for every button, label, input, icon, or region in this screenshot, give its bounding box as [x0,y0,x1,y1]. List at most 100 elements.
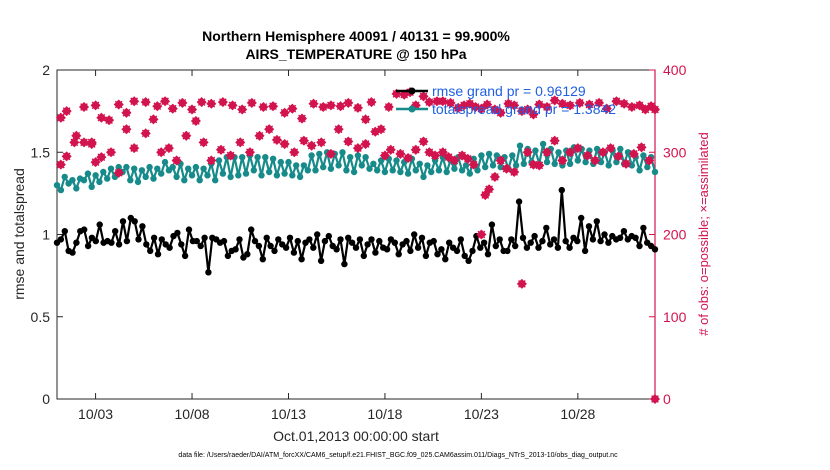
obs-possible-marker-cross [188,105,196,114]
legend-spread-marker [408,105,416,113]
rmse-point [411,231,418,238]
y-tick-label: 2 [42,62,50,78]
legend-spread-label: totalspread grand pr = 1.3842 [432,101,616,117]
y2-axis-label: # of obs: o=possible; ×=assimilated [696,132,711,335]
rmse-point [446,239,453,246]
rmse-point [255,242,263,250]
rmse-point [282,244,290,251]
obs-possible-marker-cross [367,98,376,106]
obs-assimilated-marker-cross [558,156,567,165]
spread-point [397,168,404,176]
rmse-point [69,249,76,256]
obs-possible-marker-cross [585,100,594,109]
y-axis-right: 0 100 200 300 400 [649,62,687,407]
spread-point [327,165,335,172]
spread-point [181,177,188,184]
rmse-point [523,244,531,251]
rmse-point [430,237,437,245]
rmse-point [259,256,266,263]
obs-possible-marker-cross [309,99,318,108]
rmse-point [317,257,325,264]
spread-point [377,157,385,164]
obs-assimilated-marker-cross [354,144,362,152]
y-axis-left: 0 0.5 1 1.5 2 [31,62,63,407]
obs-possible-marker-cross [384,103,393,111]
obs-assimilated-marker-cross [236,138,245,147]
obs-possible-marker-cross [91,101,100,110]
rmse-point [143,241,150,248]
spread-point [104,175,111,182]
rmse-point [640,224,647,232]
rmse-point [84,242,92,250]
spread-point [412,167,419,174]
obs-possible-marker-cross [635,101,644,110]
y2-tick-label: 200 [663,227,687,243]
spread-point [69,177,76,184]
rmse-point [112,228,119,235]
spread-point [366,165,373,172]
obs-assimilated-marker-cross [182,131,191,140]
rmse-point [496,236,503,243]
data-file-note: data file: /Users/raeder/DAI/ATM_forcXX/… [178,452,618,459]
spread-point [474,167,481,174]
plot-area [56,69,656,400]
obs-possible-marker-cross [97,113,106,122]
rmse-point [480,239,488,246]
spread-point [316,150,323,158]
obs-assimilated-marker-cross [637,143,646,152]
rmse-point [205,269,212,276]
rmse-point [531,232,538,240]
obs-possible-marker-cross [543,103,551,111]
obs-possible-marker-cross [259,103,268,111]
spread-point [285,158,292,166]
chart-title-line1: Northern Hemisphere 40091 / 40131 = 99.9… [202,28,510,44]
spread-point [277,158,284,166]
spread-point [458,167,466,174]
rmse-point [139,223,146,230]
obs-possible-marker-cross [62,107,71,115]
y2-tick-label: 400 [663,62,687,78]
obs-assimilated-marker-cross [381,151,389,160]
spread-point [262,154,269,161]
spread-point [61,173,68,181]
rmse-point [298,256,305,263]
spread-point [420,173,427,181]
obs-assimilated-marker-cross [591,156,600,165]
obs-assimilated-marker-cross [523,148,532,157]
obs-assimilated-marker-cross [651,395,659,403]
obs-assimilated-marker-cross [344,137,353,146]
obs-assimilated-marker-cross [361,140,370,148]
spread-point [593,145,601,153]
obs-possible-marker-cross [105,116,113,125]
rmse-point [150,234,158,241]
rmse-point [581,247,589,255]
obs-possible-marker-cross [247,99,256,107]
rmse-point [418,234,426,241]
spread-point [138,167,146,174]
rmse-point [535,244,542,251]
obs-possible-marker-cross [197,98,206,106]
obs-assimilated-marker-cross [485,185,493,194]
obs-assimilated-marker-cross [300,136,308,145]
obs-possible-marker-cross [319,103,328,111]
rmse-point [403,237,410,245]
rmse-point [275,236,282,243]
spread-point [605,162,612,169]
y2-tick-label: 0 [663,391,671,407]
spread-point [273,172,281,179]
rmse-point [181,252,189,260]
rmse-point [636,242,643,250]
obs-assimilated-marker-cross [317,138,326,147]
spread-point [215,157,223,164]
rmse-point [158,236,165,243]
rmse-point [174,229,181,237]
rmse-point [543,224,550,232]
obs-possible-marker-cross [529,110,538,119]
legend-rmse-marker [408,87,416,95]
rmse-point [147,247,154,255]
obs-possible-marker-cross [550,96,559,105]
spread-point [582,158,589,166]
rmse-point [197,242,204,250]
spread-point [127,177,134,184]
